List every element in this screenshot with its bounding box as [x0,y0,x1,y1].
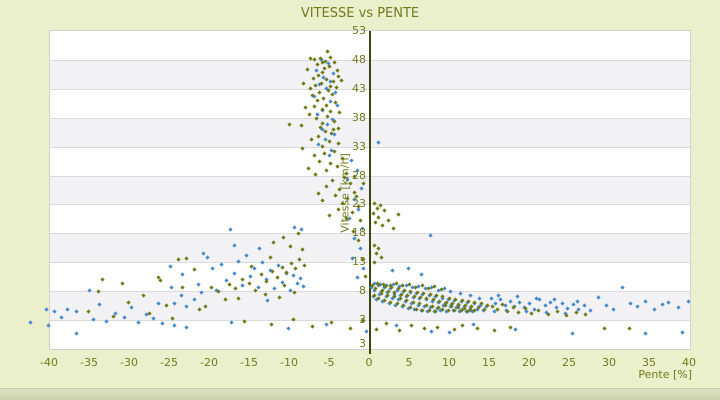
x-tick-label: -20 [200,356,218,369]
data-point [323,102,329,108]
x-tick-label: 25 [562,356,576,369]
y-tick-label: 53 [352,24,366,37]
x-tick-label: 0 [365,356,373,369]
x-tick-label: -15 [240,356,258,369]
data-point [267,254,273,260]
data-point [119,280,125,286]
x-tick-label: -25 [160,356,178,369]
data-point [319,143,325,149]
window-bottom-edge [0,388,720,400]
y-tick-label: 48 [352,52,366,66]
x-tick-label: -10 [280,356,298,369]
x-tick-label: 40 [682,356,696,369]
data-point [179,285,185,290]
y-tick-label: 18 [352,226,366,240]
y-axis-title: Vitesse [km/h] [338,153,352,233]
x-tick-label: 10 [442,356,456,369]
x-tick-label: 35 [642,356,656,369]
y-axis-min-label: 3 [359,337,366,350]
x-tick-label: 15 [482,356,496,369]
x-tick-label: 20 [522,356,536,369]
x-tick-label: 30 [602,356,616,369]
x-axis-title: Pente [%] [638,368,692,381]
y-tick-label: 28 [352,168,366,182]
data-point [43,307,49,312]
y-tick-label: 33 [352,139,366,153]
data-point [375,295,381,301]
y-tick-label: 3 [359,313,366,327]
x-tick-label: -40 [40,356,58,369]
y-tick-label: 13 [352,255,366,269]
data-point [603,302,609,308]
data-point [507,324,513,330]
x-tick-label: 5 [405,356,413,369]
data-point [235,258,241,264]
x-tick-label: -30 [120,356,138,369]
data-point [28,320,33,326]
x-tick-label: -35 [80,356,98,369]
y-tick-label: 38 [352,110,366,124]
y-tick-label: 8 [359,284,366,298]
plot-area[interactable]: Vitesse [km/h] 53 48 43 38 33 28 23 18 13 8 3 3 [28,25,691,354]
x-tick-label: -5 [323,356,335,369]
chart-title: VITESSE vs PENTE [300,6,420,21]
y-tick-label: 43 [352,81,366,95]
zero-axis-line [369,31,371,354]
y-tick-label: 23 [352,197,366,211]
